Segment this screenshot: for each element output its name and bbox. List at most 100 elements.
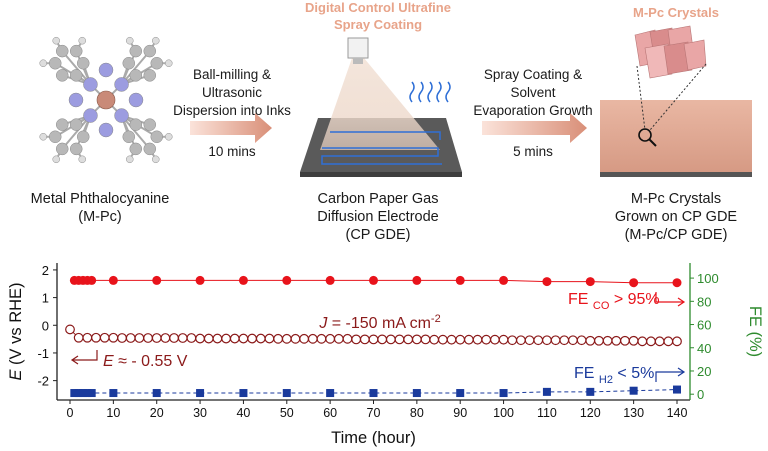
atom	[55, 69, 69, 82]
marker	[152, 275, 162, 285]
atom	[78, 36, 86, 45]
marker	[654, 336, 665, 347]
marker	[602, 335, 613, 346]
marker	[99, 332, 110, 343]
atom	[39, 59, 47, 67]
y2-tick-label: 40	[697, 341, 711, 356]
spray-nozzle	[347, 37, 369, 59]
annotation-text: FE	[568, 291, 593, 308]
y2-tick-label: 80	[697, 294, 711, 309]
marker	[369, 275, 378, 285]
caption: (CP GDE)	[346, 227, 411, 243]
marker	[70, 389, 79, 398]
atom	[83, 77, 98, 92]
marker	[307, 333, 318, 344]
marker	[351, 334, 362, 345]
marker	[672, 385, 681, 394]
step-time: 5 mins	[513, 144, 553, 159]
annotation-fe-co: FE CO > 95%	[568, 291, 660, 312]
chart: 0 10 20 30 40 50 60 70 80 90 100 110 120 130 140-2-101…	[7, 263, 764, 447]
marker	[481, 334, 492, 345]
spray-title: Spray Coating	[334, 17, 422, 32]
x-tick-label: 120	[580, 406, 601, 420]
atom	[83, 108, 98, 123]
marker	[247, 333, 258, 344]
step-time: 10 mins	[208, 144, 256, 159]
crystals-title: M-Pc Crystals	[633, 5, 719, 20]
magnifier-handle	[648, 138, 657, 147]
step-text: Evaporation Growth	[473, 103, 592, 118]
caption: Metal Phthalocyanine	[31, 191, 170, 207]
atom	[48, 56, 62, 70]
marker	[82, 332, 93, 343]
marker	[212, 333, 223, 344]
annotation-potential: E ≈ - 0.55 V	[103, 353, 188, 370]
x-tick-label: 10	[106, 406, 120, 420]
marker	[403, 334, 414, 345]
x-axis-title: Time (hour)	[331, 429, 416, 447]
marker	[238, 275, 248, 285]
marker	[325, 333, 336, 344]
marker	[342, 333, 353, 344]
spray-cone	[320, 58, 440, 150]
marker	[238, 333, 249, 344]
marker	[498, 334, 509, 345]
atom	[78, 155, 86, 164]
marker	[385, 334, 396, 345]
marker	[359, 334, 370, 345]
magnifier	[638, 128, 652, 142]
crystal-slab	[600, 100, 752, 172]
marker	[65, 324, 75, 335]
marker	[594, 335, 604, 346]
marker	[316, 333, 327, 344]
marker	[646, 336, 656, 347]
marker	[637, 336, 648, 347]
marker	[282, 275, 292, 285]
y2-tick-label: 20	[697, 364, 711, 379]
atom	[129, 142, 143, 156]
marker	[629, 386, 638, 395]
process-arrow	[482, 113, 587, 143]
y-tick-label: 1	[42, 291, 49, 306]
x-tick-label: 130	[623, 406, 644, 420]
marker	[456, 389, 465, 398]
bond	[61, 114, 92, 150]
marker	[87, 389, 96, 398]
marker	[74, 389, 83, 398]
atom	[129, 44, 143, 58]
marker	[542, 277, 552, 287]
marker	[264, 333, 275, 344]
marker	[576, 335, 587, 346]
atom	[55, 142, 69, 156]
marker	[79, 389, 88, 398]
x-tick-label: 20	[150, 406, 164, 420]
marker	[429, 334, 440, 345]
annotation-text: ≈ - 0.55 V	[114, 353, 188, 370]
step-text: Ultrasonic	[202, 85, 262, 100]
atom	[129, 118, 143, 131]
marker	[420, 334, 431, 345]
atom	[114, 77, 129, 92]
marker	[550, 335, 561, 346]
marker	[368, 334, 379, 345]
atom	[126, 36, 134, 45]
marker	[186, 333, 197, 343]
marker	[611, 335, 622, 346]
marker	[533, 335, 544, 346]
atom	[150, 130, 164, 144]
marker	[87, 275, 97, 285]
crystals	[634, 25, 707, 79]
annotation-italic: E	[103, 353, 114, 370]
marker	[109, 389, 118, 398]
annotation-text: FE	[574, 365, 599, 382]
marker	[542, 335, 552, 346]
marker	[629, 278, 639, 288]
schematic-text: Digital Control Ultrafine Spray Coating M-…	[31, 0, 738, 243]
caption: M-Pc Crystals	[631, 191, 721, 207]
annotation-arrow	[655, 367, 686, 382]
annotation-text: < 5%	[613, 365, 654, 382]
marker	[195, 275, 205, 285]
x-tick-label: 140	[667, 406, 688, 420]
atom	[98, 122, 114, 138]
